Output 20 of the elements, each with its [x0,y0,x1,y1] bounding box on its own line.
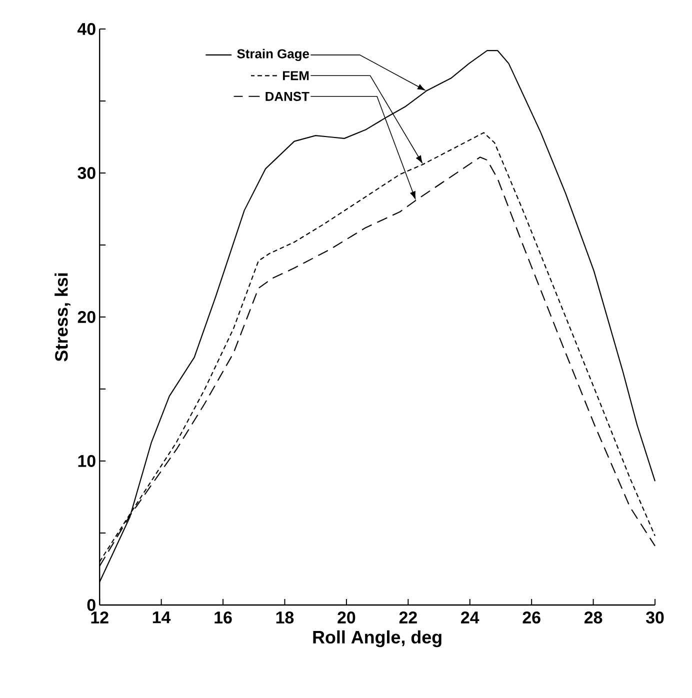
x-tick-label: 20 [338,612,356,624]
legend-label: DANST [266,92,310,101]
y-tick-label: 30 [78,166,96,180]
x-tick-label: 18 [276,612,294,624]
y-axis-title: Stress, ksi [54,273,70,362]
y-tick-label: 10 [78,455,96,467]
y-tick-label: 20 [78,311,96,323]
x-axis-title: Roll Angle, deg [313,630,442,648]
y-tick-label: 40 [77,23,96,35]
x-tick-label: 26 [522,612,540,624]
x-tick-label: 24 [461,612,480,624]
x-tick-label: 16 [214,612,232,624]
x-tick-label: 12 [91,612,108,624]
legend-label: Strain Gage [237,48,310,61]
x-tick-label: 14 [152,612,171,624]
x-tick-label: 30 [646,612,664,624]
x-tick-label: 22 [399,612,417,624]
y-tick-label: 0 [87,599,96,611]
x-tick-label: 28 [584,612,602,624]
legend-label: FEM [282,71,309,80]
